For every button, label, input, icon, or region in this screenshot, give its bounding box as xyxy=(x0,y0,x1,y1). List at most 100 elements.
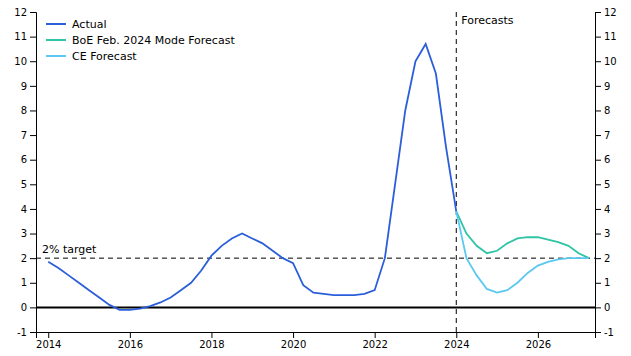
tick: 0 xyxy=(21,302,36,313)
tick-mark xyxy=(30,61,36,62)
tick-label: -1 xyxy=(17,327,27,338)
tick-label: 2 xyxy=(21,253,27,264)
tick-label: 2014 xyxy=(36,339,61,350)
tick: -1 xyxy=(17,327,36,338)
tick-mark xyxy=(30,86,36,87)
tick-label: 2020 xyxy=(281,339,306,350)
tick-mark xyxy=(30,12,36,13)
tick-label: 12 xyxy=(604,7,617,18)
tick: -1 xyxy=(595,327,614,338)
tick-mark xyxy=(30,209,36,210)
tick: 7 xyxy=(21,130,36,141)
tick-mark xyxy=(595,209,601,210)
tick: 1 xyxy=(21,277,36,288)
tick: 2018 xyxy=(199,332,224,350)
x-axis: 2014 2016 2018 2020 2022 2024 2026 xyxy=(36,332,595,350)
tick: 2024 xyxy=(444,332,469,350)
tick-mark xyxy=(456,332,457,338)
tick: 12 xyxy=(595,7,617,18)
tick-mark xyxy=(595,307,601,308)
tick-mark xyxy=(30,135,36,136)
tick-label: 2022 xyxy=(362,339,387,350)
tick-label: 2026 xyxy=(526,339,551,350)
tick-mark xyxy=(595,160,601,161)
tick-mark xyxy=(30,184,36,185)
reference-line xyxy=(36,258,595,259)
annotation: Forecasts xyxy=(461,14,514,27)
tick-mark xyxy=(538,332,539,338)
tick-label: 2018 xyxy=(199,339,224,350)
tick-mark xyxy=(30,332,36,333)
tick: 8 xyxy=(21,105,36,116)
tick: 5 xyxy=(595,179,610,190)
tick-mark xyxy=(211,332,212,338)
tick-label: 6 xyxy=(21,154,27,165)
tick-mark xyxy=(595,258,601,259)
legend-swatch xyxy=(46,39,66,41)
zero-line xyxy=(36,306,595,308)
reference-line xyxy=(456,12,457,332)
series-line xyxy=(456,211,589,258)
tick-label: 10 xyxy=(14,56,27,67)
tick-mark xyxy=(595,37,601,38)
tick: 4 xyxy=(595,204,610,215)
tick-mark xyxy=(375,332,376,338)
tick-mark xyxy=(595,135,601,136)
tick: 2016 xyxy=(118,332,143,350)
tick-mark xyxy=(595,61,601,62)
tick-mark xyxy=(130,332,131,338)
tick-mark xyxy=(595,234,601,235)
tick: 2022 xyxy=(362,332,387,350)
tick: 11 xyxy=(14,31,36,42)
tick-label: 4 xyxy=(21,204,27,215)
tick-label: 1 xyxy=(21,277,27,288)
tick-label: 3 xyxy=(21,228,27,239)
tick-label: 5 xyxy=(604,179,610,190)
tick: 10 xyxy=(14,56,36,67)
series-line xyxy=(48,44,456,310)
tick-label: 0 xyxy=(21,302,27,313)
tick-mark xyxy=(30,160,36,161)
tick-label: 8 xyxy=(21,105,27,116)
tick: 8 xyxy=(595,105,610,116)
plot: 2014201620182020202220242026-10123456789… xyxy=(14,7,616,350)
tick-label: 4 xyxy=(604,204,610,215)
legend-swatch xyxy=(46,55,66,57)
tick-label: 7 xyxy=(604,130,610,141)
tick-label: 2 xyxy=(604,253,610,264)
tick: 2026 xyxy=(526,332,551,350)
tick-mark xyxy=(30,307,36,308)
tick: 10 xyxy=(595,56,617,67)
tick-mark xyxy=(30,110,36,111)
tick: 9 xyxy=(21,81,36,92)
annotations: 2% targetForecasts xyxy=(42,14,514,256)
tick-mark xyxy=(30,258,36,259)
tick-mark xyxy=(595,110,601,111)
tick-mark xyxy=(595,332,601,333)
tick-mark xyxy=(30,37,36,38)
x-axis-line xyxy=(37,333,596,339)
tick: 3 xyxy=(595,228,610,239)
tick-label: 12 xyxy=(14,7,27,18)
y2-axis: -10123456789101112 xyxy=(595,7,617,338)
tick: 9 xyxy=(595,81,610,92)
legend: ActualBoE Feb. 2024 Mode ForecastCE Fore… xyxy=(46,18,235,63)
tick-mark xyxy=(595,12,601,13)
tick-label: 9 xyxy=(21,81,27,92)
tick-label: 2024 xyxy=(444,339,469,350)
tick-label: 11 xyxy=(14,31,27,42)
y2-axis-line xyxy=(596,13,602,333)
tick: 12 xyxy=(14,7,36,18)
tick-mark xyxy=(595,86,601,87)
tick-label: 8 xyxy=(604,105,610,116)
tick: 11 xyxy=(595,31,617,42)
tick-label: 6 xyxy=(604,154,610,165)
tick-mark xyxy=(293,332,294,338)
y-axis: -10123456789101112 xyxy=(14,7,36,338)
tick-label: 3 xyxy=(604,228,610,239)
tick-label: 9 xyxy=(604,81,610,92)
tick-label: -1 xyxy=(604,327,614,338)
tick-label: 1 xyxy=(604,277,610,288)
tick: 6 xyxy=(595,154,610,165)
legend-label: CE Forecast xyxy=(72,50,137,63)
